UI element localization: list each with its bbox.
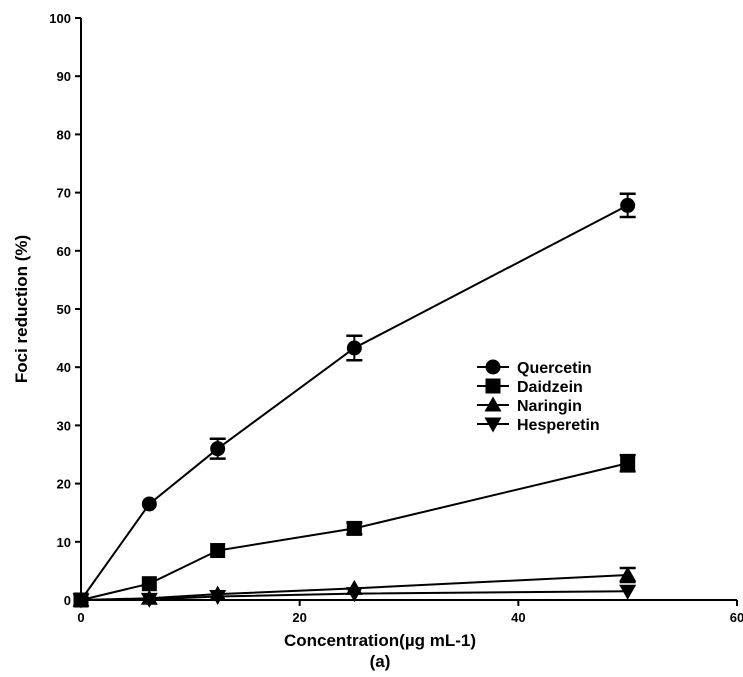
data-point [619, 566, 637, 582]
axes: 0 10 20 30 40 50 60 70 80 90 100 0 20 40 60 [49, 11, 743, 625]
data-point [210, 543, 226, 559]
data-point [346, 340, 362, 356]
data-point [209, 590, 227, 606]
data-point [620, 197, 636, 213]
legend: Quercetin Daidzein Naringin Hesperetin [477, 359, 600, 434]
data-point [141, 496, 157, 512]
x-tick-label: 0 [77, 610, 84, 625]
series-layer [72, 192, 637, 609]
legend-label: Naringin [517, 398, 582, 415]
y-tick-label: 100 [49, 11, 71, 26]
data-point [141, 576, 157, 592]
legend-label: Quercetin [517, 360, 592, 377]
figure-caption: (a) [370, 652, 391, 671]
data-point [620, 455, 636, 471]
legend-marker [485, 359, 501, 375]
y-tick-label: 20 [57, 477, 71, 492]
legend-item: Daidzein [477, 378, 583, 396]
legend-item: Naringin [477, 396, 582, 415]
y-tick-label: 10 [57, 535, 71, 550]
x-tick-label: 60 [730, 610, 743, 625]
y-tick-label: 70 [57, 186, 71, 201]
data-point [140, 592, 158, 608]
legend-marker [485, 378, 501, 394]
data-point [346, 520, 362, 536]
x-axis-title: Concentration(µg mL-1) [284, 631, 476, 650]
legend-marker [484, 396, 502, 412]
legend-item: Quercetin [477, 359, 592, 377]
data-point [210, 441, 226, 457]
legend-label: Hesperetin [517, 417, 600, 434]
legend-marker [484, 417, 502, 433]
y-tick-label: 40 [57, 360, 71, 375]
y-tick-label: 30 [57, 418, 71, 433]
x-tick-label: 20 [292, 610, 306, 625]
x-tick-label: 40 [511, 610, 525, 625]
legend-item: Hesperetin [477, 417, 600, 434]
data-point [619, 584, 637, 600]
y-tick-label: 60 [57, 244, 71, 259]
y-tick-label: 80 [57, 127, 71, 142]
data-point [345, 587, 363, 603]
y-tick-label: 50 [57, 302, 71, 317]
data-point [72, 593, 90, 609]
y-axis-title: Foci reduction (%) [12, 235, 31, 383]
legend-label: Daidzein [517, 379, 583, 396]
y-tick-label: 0 [64, 593, 71, 608]
y-tick-label: 90 [57, 69, 71, 84]
series-hesperetin [72, 584, 637, 609]
